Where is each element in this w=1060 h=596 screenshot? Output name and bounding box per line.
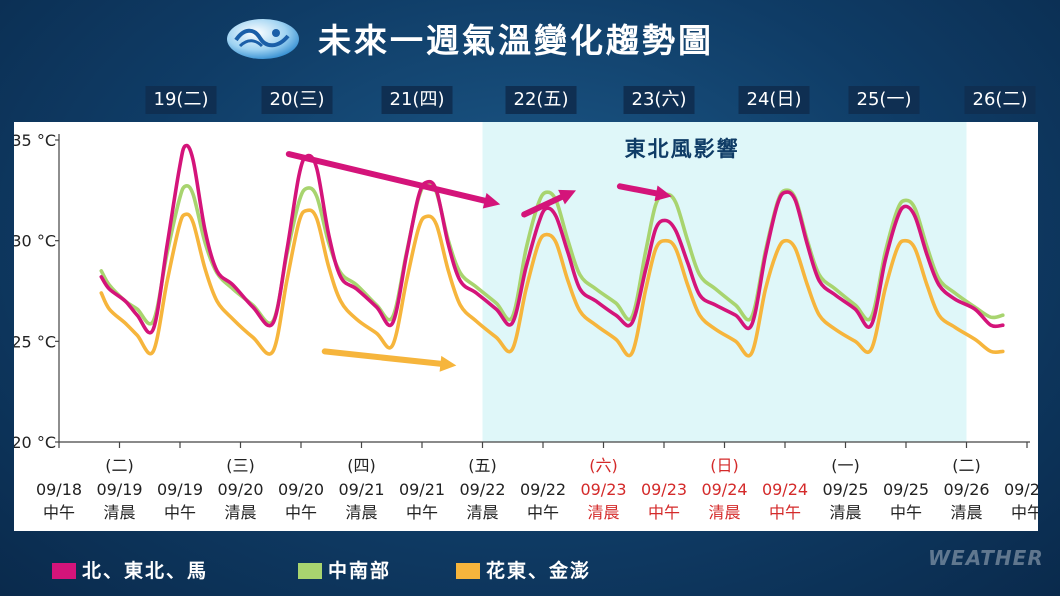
trend-arrow-shaft [321, 348, 444, 367]
x-tick-date: 09/23 [641, 480, 687, 499]
trend-arrow-head [558, 189, 577, 205]
x-tick-weekday: (四) [347, 456, 376, 475]
x-tick-period: 清晨 [829, 503, 861, 522]
x-tick-weekday: (一) [831, 456, 860, 475]
trend-arrow-shaft [616, 183, 660, 197]
legend-label-north: 北、東北、馬 [82, 560, 209, 582]
day-label: 24(日) [738, 86, 810, 114]
x-tick-period: 中午 [43, 503, 75, 522]
legend-label-central-south: 中南部 [328, 560, 392, 582]
trend-arrow-shaft [285, 151, 488, 204]
x-tick-period: 清晨 [466, 503, 498, 522]
page-title: 未來一週氣溫變化趨勢圖 [318, 21, 714, 60]
temperature-chart: 東北風影響 35 °C 30 °C 25 °C 20 °C 09/18 中午 (二) 09/19… [14, 122, 1038, 531]
x-tick-date: 09/21 [338, 480, 384, 499]
trend-arrow-head [654, 185, 672, 202]
x-tick-period: 中午 [527, 503, 559, 522]
y-tick-label: 35 °C [14, 131, 56, 150]
x-tick-weekday: (三) [226, 456, 255, 475]
cwb-logo-icon [227, 19, 299, 59]
x-tick-period: 中午 [285, 503, 317, 522]
x-tick-period: 清晨 [708, 503, 740, 522]
highlight-region [482, 122, 967, 442]
watermark: WEATHER [928, 546, 1044, 570]
day-label: 26(二) [964, 86, 1036, 114]
x-tick-weekday: (六) [589, 456, 618, 475]
day-label: 19(二) [145, 86, 217, 114]
x-tick-weekday: (日) [710, 456, 739, 475]
x-tick-weekday: (二) [105, 456, 134, 475]
series-line-east [99, 208, 1005, 358]
x-tick-period: 清晨 [950, 503, 982, 522]
x-tick-period: 中午 [1011, 503, 1038, 522]
x-tick-date: 09/25 [883, 480, 929, 499]
x-tick-date: 09/26 [943, 480, 989, 499]
x-tick-period: 中午 [769, 503, 801, 522]
x-tick-date: 09/19 [157, 480, 203, 499]
x-tick-weekday: (五) [468, 456, 497, 475]
x-tick-date: 09/26 [1004, 480, 1038, 499]
trend-arrow-shaft [521, 194, 565, 218]
x-tick-period: 清晨 [103, 503, 135, 522]
x-tick-weekday: (二) [952, 456, 981, 475]
x-tick-period: 中午 [890, 503, 922, 522]
y-tick-label: 20 °C [14, 433, 56, 452]
annotation-text: 東北風影響 [625, 137, 740, 161]
day-label: 25(一) [848, 86, 920, 114]
trend-arrow-head [482, 192, 501, 209]
x-tick-date: 09/24 [701, 480, 747, 499]
x-tick-date: 09/22 [520, 480, 566, 499]
x-tick-period: 中午 [406, 503, 438, 522]
series-line-north [99, 143, 1005, 335]
day-label: 23(六) [623, 86, 695, 114]
x-tick-period: 清晨 [587, 503, 619, 522]
trend-arrow-head [439, 355, 457, 372]
title-bar: 未來一週氣溫變化趨勢圖 [0, 0, 1060, 82]
x-tick-date: 09/20 [278, 480, 324, 499]
day-label: 21(四) [381, 86, 453, 114]
legend-swatch-east [456, 563, 480, 579]
legend-label-east: 花東、金澎 [486, 560, 592, 582]
y-tick-label: 30 °C [14, 232, 56, 251]
x-tick-period: 中午 [164, 503, 196, 522]
x-tick-period: 清晨 [224, 503, 256, 522]
x-tick-period: 清晨 [345, 503, 377, 522]
legend-swatch-north [52, 563, 76, 579]
legend-swatch-central-south [298, 563, 322, 579]
day-label: 22(五) [505, 86, 577, 114]
x-tick-date: 09/19 [96, 480, 142, 499]
day-label: 20(三) [261, 86, 333, 114]
x-tick-date: 09/20 [217, 480, 263, 499]
y-tick-label: 25 °C [14, 332, 56, 351]
x-tick-date: 09/23 [580, 480, 626, 499]
x-tick-period: 中午 [648, 503, 680, 522]
x-tick-date: 09/22 [459, 480, 505, 499]
x-tick-date: 09/25 [822, 480, 868, 499]
x-tick-date: 09/24 [762, 480, 808, 499]
x-tick-date: 09/18 [36, 480, 82, 499]
x-tick-date: 09/21 [399, 480, 445, 499]
